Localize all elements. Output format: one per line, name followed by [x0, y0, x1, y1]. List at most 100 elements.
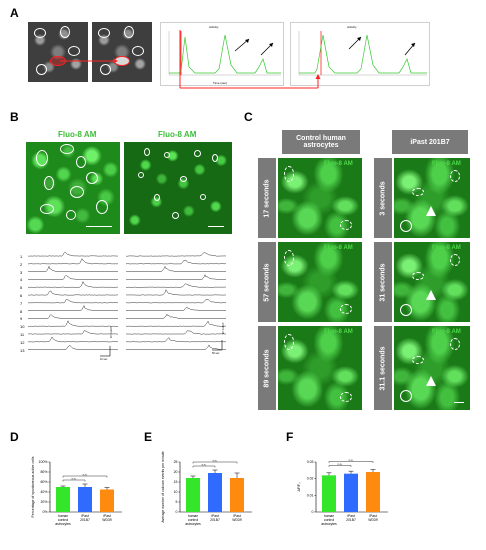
ipast-frame-1: Fluo-8 AM — [394, 158, 470, 238]
roi-dashed — [340, 304, 352, 314]
category-label: human — [324, 514, 334, 518]
trace-right — [125, 283, 227, 288]
roi-dotted — [412, 272, 424, 280]
y-axis-label: Average number of calcium events per min… — [161, 451, 165, 522]
roi-outline — [400, 304, 412, 316]
trace-number: 7 — [20, 300, 23, 306]
control-frame-3: Fluo-8 AM — [278, 326, 362, 410]
trace-number: 9 — [20, 316, 23, 322]
roi-dashed — [340, 392, 352, 402]
roi-outline — [400, 220, 412, 232]
significance-bracket — [192, 461, 238, 464]
panel-b-right-title: Fluo-8 AM — [158, 130, 197, 139]
activity-trace-2 — [298, 31, 427, 76]
trace-number: 11 — [20, 332, 25, 337]
trace-number: 3 — [20, 269, 23, 275]
activity-trace-1 — [168, 31, 281, 76]
panel-letter-f: F — [286, 430, 294, 444]
y-tick-label: 60% — [40, 480, 47, 484]
trace-right — [125, 252, 227, 257]
category-label: 201B7 — [210, 518, 220, 522]
panel-b-left-title: Fluo-8 AM — [58, 130, 97, 139]
activity-chart-2-title: Activity — [347, 25, 357, 29]
significance-label: n.s. — [338, 462, 343, 466]
roi-outline — [68, 46, 80, 56]
category-label: iPast — [103, 514, 111, 518]
y-tick-label: 5 — [176, 500, 178, 504]
trace-right — [125, 259, 227, 265]
roi-dotted — [284, 334, 294, 350]
trace-number: 13 — [20, 347, 25, 353]
roi-outline — [60, 144, 74, 154]
trace-left — [27, 320, 119, 327]
fluo-label: Fluo-8 AM — [432, 329, 461, 335]
category-label: iPast — [347, 514, 355, 518]
y-tick-label: 100% — [39, 460, 48, 464]
trace-right — [125, 320, 227, 327]
panel-a-image-2 — [92, 22, 152, 82]
y-tick-label: 0 — [312, 510, 314, 514]
roi-dotted — [412, 188, 424, 196]
roi-outline — [154, 194, 160, 201]
roi-dotted — [284, 250, 294, 266]
column-header-control: Control human astrocytes — [282, 130, 360, 154]
significance-label: n.s. — [202, 462, 207, 466]
bar — [230, 478, 244, 512]
fluo-label: Fluo-8 AM — [324, 329, 353, 335]
trace-left — [28, 280, 119, 288]
trace-right — [125, 344, 227, 351]
roi-dotted — [412, 356, 424, 364]
roi-dashed — [340, 220, 352, 230]
category-label: iPast — [369, 514, 377, 518]
category-label: iPast — [211, 514, 219, 518]
roi-outline — [180, 176, 187, 182]
roi-outline — [76, 156, 86, 168]
trace-number: 4 — [20, 277, 23, 283]
trace-left — [27, 274, 119, 280]
y-tick-label: 80% — [40, 470, 47, 474]
roi-outline — [172, 212, 179, 219]
roi-outline — [132, 46, 144, 56]
roi-outline — [98, 28, 110, 38]
roi-outline — [40, 204, 54, 214]
y-tick-label: 0.02 — [307, 477, 314, 481]
trace-right — [125, 337, 227, 343]
category-label: 201B7 — [346, 518, 356, 522]
panel-b-left-image — [26, 142, 120, 234]
bar — [322, 475, 336, 512]
significance-label: n.s. — [72, 476, 77, 480]
y-tick-label: 20 — [174, 470, 178, 474]
panel-letter-d: D — [10, 430, 19, 444]
trace-left — [27, 336, 119, 343]
panel-letter-a: A — [10, 6, 19, 20]
category-label: control — [188, 518, 198, 522]
trace-right — [125, 306, 227, 312]
trace-right — [125, 299, 227, 304]
bar — [208, 473, 222, 512]
bar — [100, 489, 114, 512]
trace-number: 6 — [20, 293, 23, 298]
trace-right — [125, 313, 227, 319]
y-tick-label: 40% — [40, 490, 47, 494]
roi-outline — [100, 64, 111, 75]
trace-left — [27, 265, 119, 273]
category-label: control — [324, 518, 334, 522]
y-tick-label: 25 — [174, 460, 178, 464]
column-header-ipast: iPast 201B7 — [392, 130, 468, 154]
time-label: 3 seconds — [374, 158, 392, 238]
significance-bracket — [62, 479, 86, 482]
category-label: 201B7 — [80, 518, 90, 522]
bar — [344, 473, 358, 512]
roi-dashed — [450, 170, 460, 182]
control-frame-1: Fluo-8 AM — [278, 158, 362, 238]
arrowhead-icon — [426, 206, 436, 216]
time-label: 17 seconds — [258, 158, 276, 238]
time-label: 89 seconds — [258, 326, 276, 410]
panel-a-connector-arrows — [60, 30, 321, 89]
category-label: astrocytes — [185, 522, 201, 526]
time-label: 31 seconds — [374, 242, 392, 322]
trace-number: 12 — [20, 339, 25, 345]
ipast-frame-3: Fluo-8 AM — [394, 326, 470, 410]
trace-left — [27, 298, 119, 304]
activity-chart-1: Activity Time (sec) — [160, 22, 284, 86]
